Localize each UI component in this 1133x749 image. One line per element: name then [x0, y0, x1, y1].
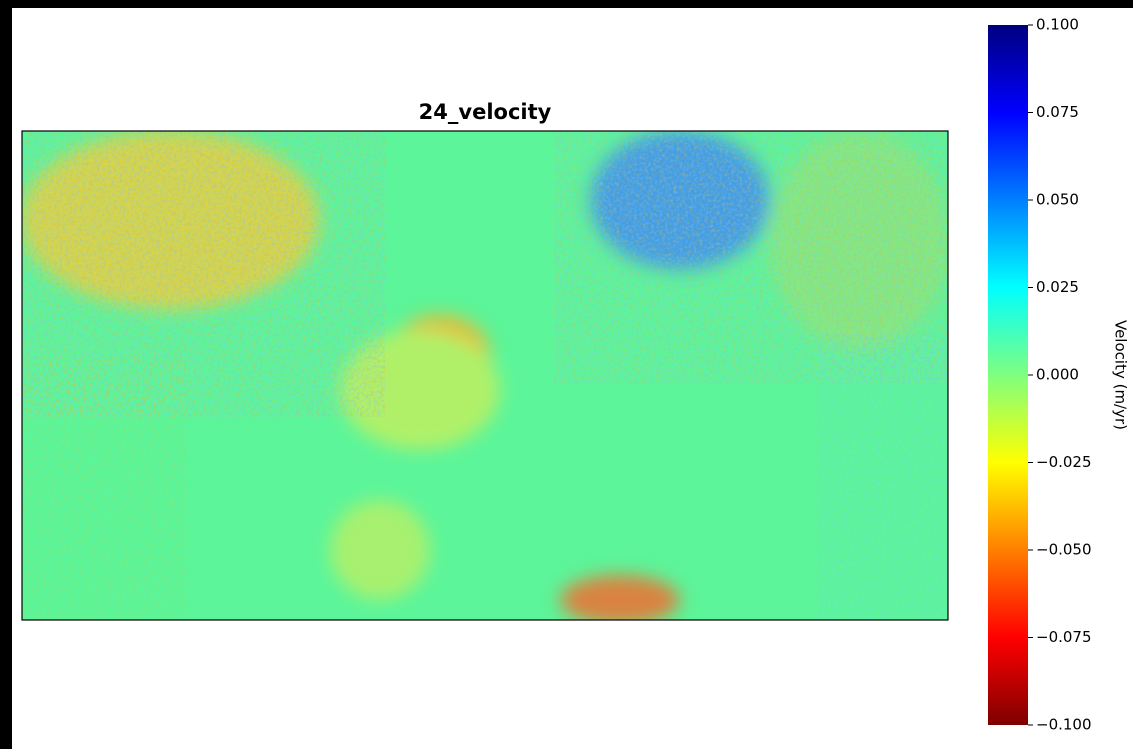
chart-title: 24_velocity [419, 100, 552, 124]
colorbar-tick-label: 0.000 [1036, 366, 1079, 384]
colorbar [988, 25, 1028, 725]
colorbar-tick-label: 0.025 [1036, 278, 1079, 296]
colorbar-tick-label: −0.025 [1036, 453, 1092, 471]
plot-frame [21, 130, 949, 621]
heatmap [22, 131, 948, 620]
colorbar-tick-label: 0.100 [1036, 16, 1079, 34]
colorbar-tick-label: 0.075 [1036, 103, 1079, 121]
colorbar-tick-label: −0.075 [1036, 628, 1092, 646]
colorbar-tick-label: −0.100 [1036, 716, 1092, 734]
colorbar-label: Velocity (m/yr) [1112, 320, 1130, 430]
colorbar-tick-label: 0.050 [1036, 191, 1079, 209]
colorbar-tick-label: −0.050 [1036, 541, 1092, 559]
